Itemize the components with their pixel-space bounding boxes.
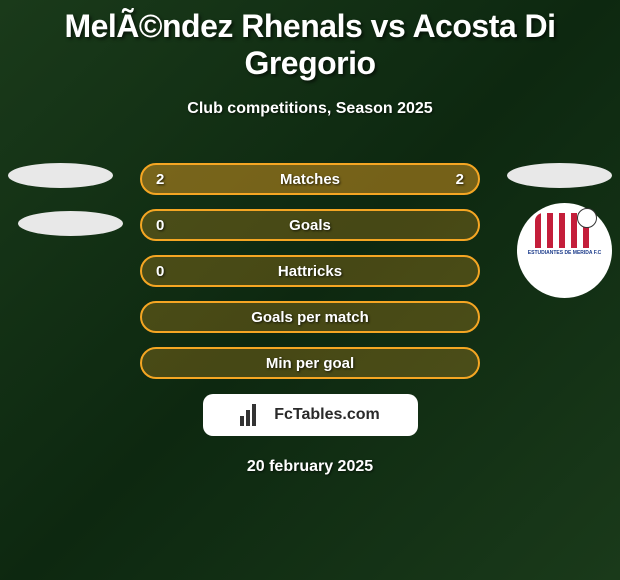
stat-left-value: 0 [156,263,164,280]
bar-chart-icon [240,404,268,426]
stat-right-value: 2 [456,171,464,188]
stat-row: Goals per match [0,301,620,333]
stat-label: Matches [280,171,340,188]
stat-left-value: 0 [156,217,164,234]
attribution-box: FcTables.com [203,394,418,436]
stat-label: Hattricks [278,263,342,280]
stat-label: Goals [289,217,331,234]
stat-row: 0 Goals [0,209,620,241]
stat-label: Min per goal [266,355,354,372]
stat-row: Min per goal [0,347,620,379]
subtitle: Club competitions, Season 2025 [0,100,620,118]
stat-row: 0 Hattricks [0,255,620,287]
stat-bar-min-per-goal: Min per goal [140,347,480,379]
stat-left-value: 2 [156,171,164,188]
stat-bar-hattricks: 0 Hattricks [140,255,480,287]
stat-row: 2 Matches 2 [0,163,620,195]
stat-bar-goals: 0 Goals [140,209,480,241]
stat-bar-goals-per-match: Goals per match [140,301,480,333]
stat-bar-matches: 2 Matches 2 [140,163,480,195]
date-label: 20 february 2025 [0,458,620,476]
page-title: MelÃ©ndez Rhenals vs Acosta Di Gregorio [0,0,620,82]
attribution-label: FcTables.com [274,406,380,424]
stat-label: Goals per match [251,309,369,326]
stats-container: ESTUDIANTES DE MERIDA F.C 2 Matches 2 0 … [0,163,620,379]
